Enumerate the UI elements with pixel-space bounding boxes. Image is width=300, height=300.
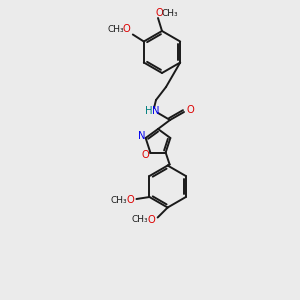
Text: O: O [127, 195, 134, 205]
Text: H: H [145, 106, 153, 116]
Text: CH₃: CH₃ [107, 25, 124, 34]
Text: O: O [148, 214, 155, 224]
Text: CH₃: CH₃ [131, 215, 148, 224]
Text: O: O [155, 8, 163, 18]
Text: N: N [152, 106, 160, 116]
Text: O: O [186, 105, 194, 115]
Text: CH₃: CH₃ [110, 196, 127, 205]
Text: O: O [123, 25, 131, 34]
Text: O: O [142, 149, 149, 160]
Text: N: N [138, 131, 146, 141]
Text: CH₃: CH₃ [162, 8, 178, 17]
